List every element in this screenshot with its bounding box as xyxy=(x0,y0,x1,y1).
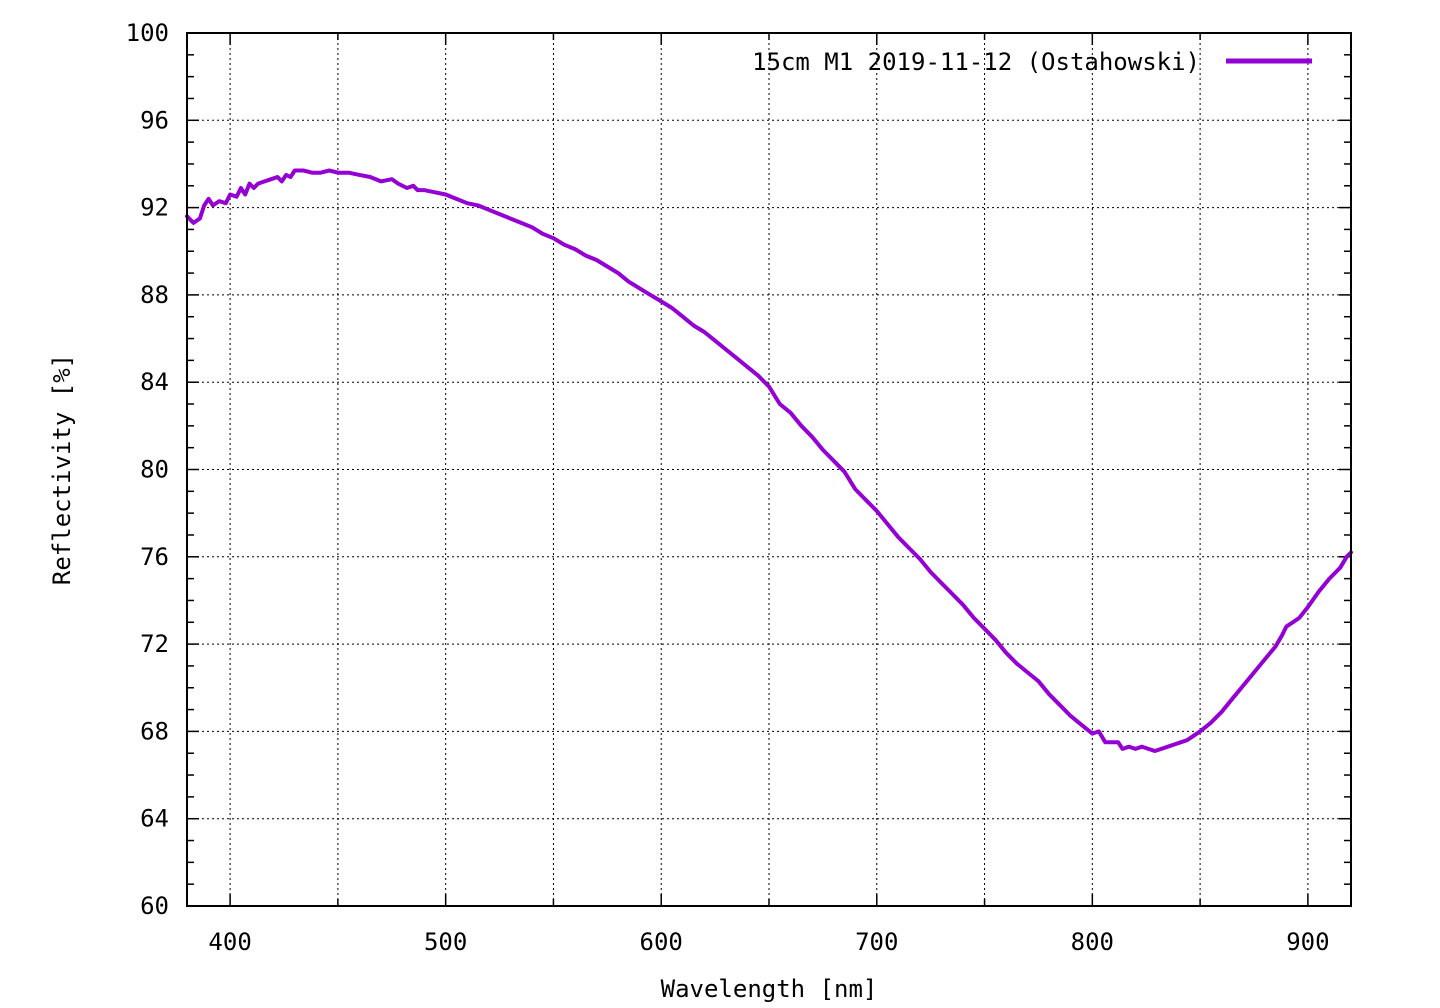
y-tick-label: 96 xyxy=(140,106,169,134)
series-layer xyxy=(185,168,1353,753)
series-line xyxy=(185,168,1353,753)
x-tick-label: 700 xyxy=(855,928,898,956)
plot-frame xyxy=(186,32,1352,907)
x-tick-label: 600 xyxy=(640,928,683,956)
y-tick-label: 76 xyxy=(140,543,169,571)
y-tick-label: 80 xyxy=(140,456,169,484)
x-tick-label: 800 xyxy=(1071,928,1114,956)
y-tick-label: 68 xyxy=(140,717,169,745)
y-axis-title: Reflectivity [%] xyxy=(48,354,76,585)
y-tick-label: 72 xyxy=(140,630,169,658)
y-tick-labels: 60 64 68 72 76 80 84 88 92 96 100 xyxy=(126,19,169,920)
minor-ticks xyxy=(187,33,1351,906)
y-tick-label: 88 xyxy=(140,281,169,309)
x-tick-label: 900 xyxy=(1286,928,1329,956)
y-tick-label: 84 xyxy=(140,368,169,396)
x-tick-labels: 400 500 600 700 800 900 xyxy=(208,928,1329,956)
y-tick-label: 64 xyxy=(140,805,169,833)
grid-lines xyxy=(187,33,1351,906)
legend: 15cm M1 2019-11-12 (Ostahowski) xyxy=(752,48,1312,76)
legend-label: 15cm M1 2019-11-12 (Ostahowski) xyxy=(752,48,1200,76)
x-axis-title: Wavelength [nm] xyxy=(661,975,878,1003)
x-tick-label: 400 xyxy=(208,928,251,956)
x-tick-label: 500 xyxy=(424,928,467,956)
y-tick-label: 92 xyxy=(140,194,169,222)
y-tick-label: 60 xyxy=(140,892,169,920)
y-tick-label: 100 xyxy=(126,19,169,47)
